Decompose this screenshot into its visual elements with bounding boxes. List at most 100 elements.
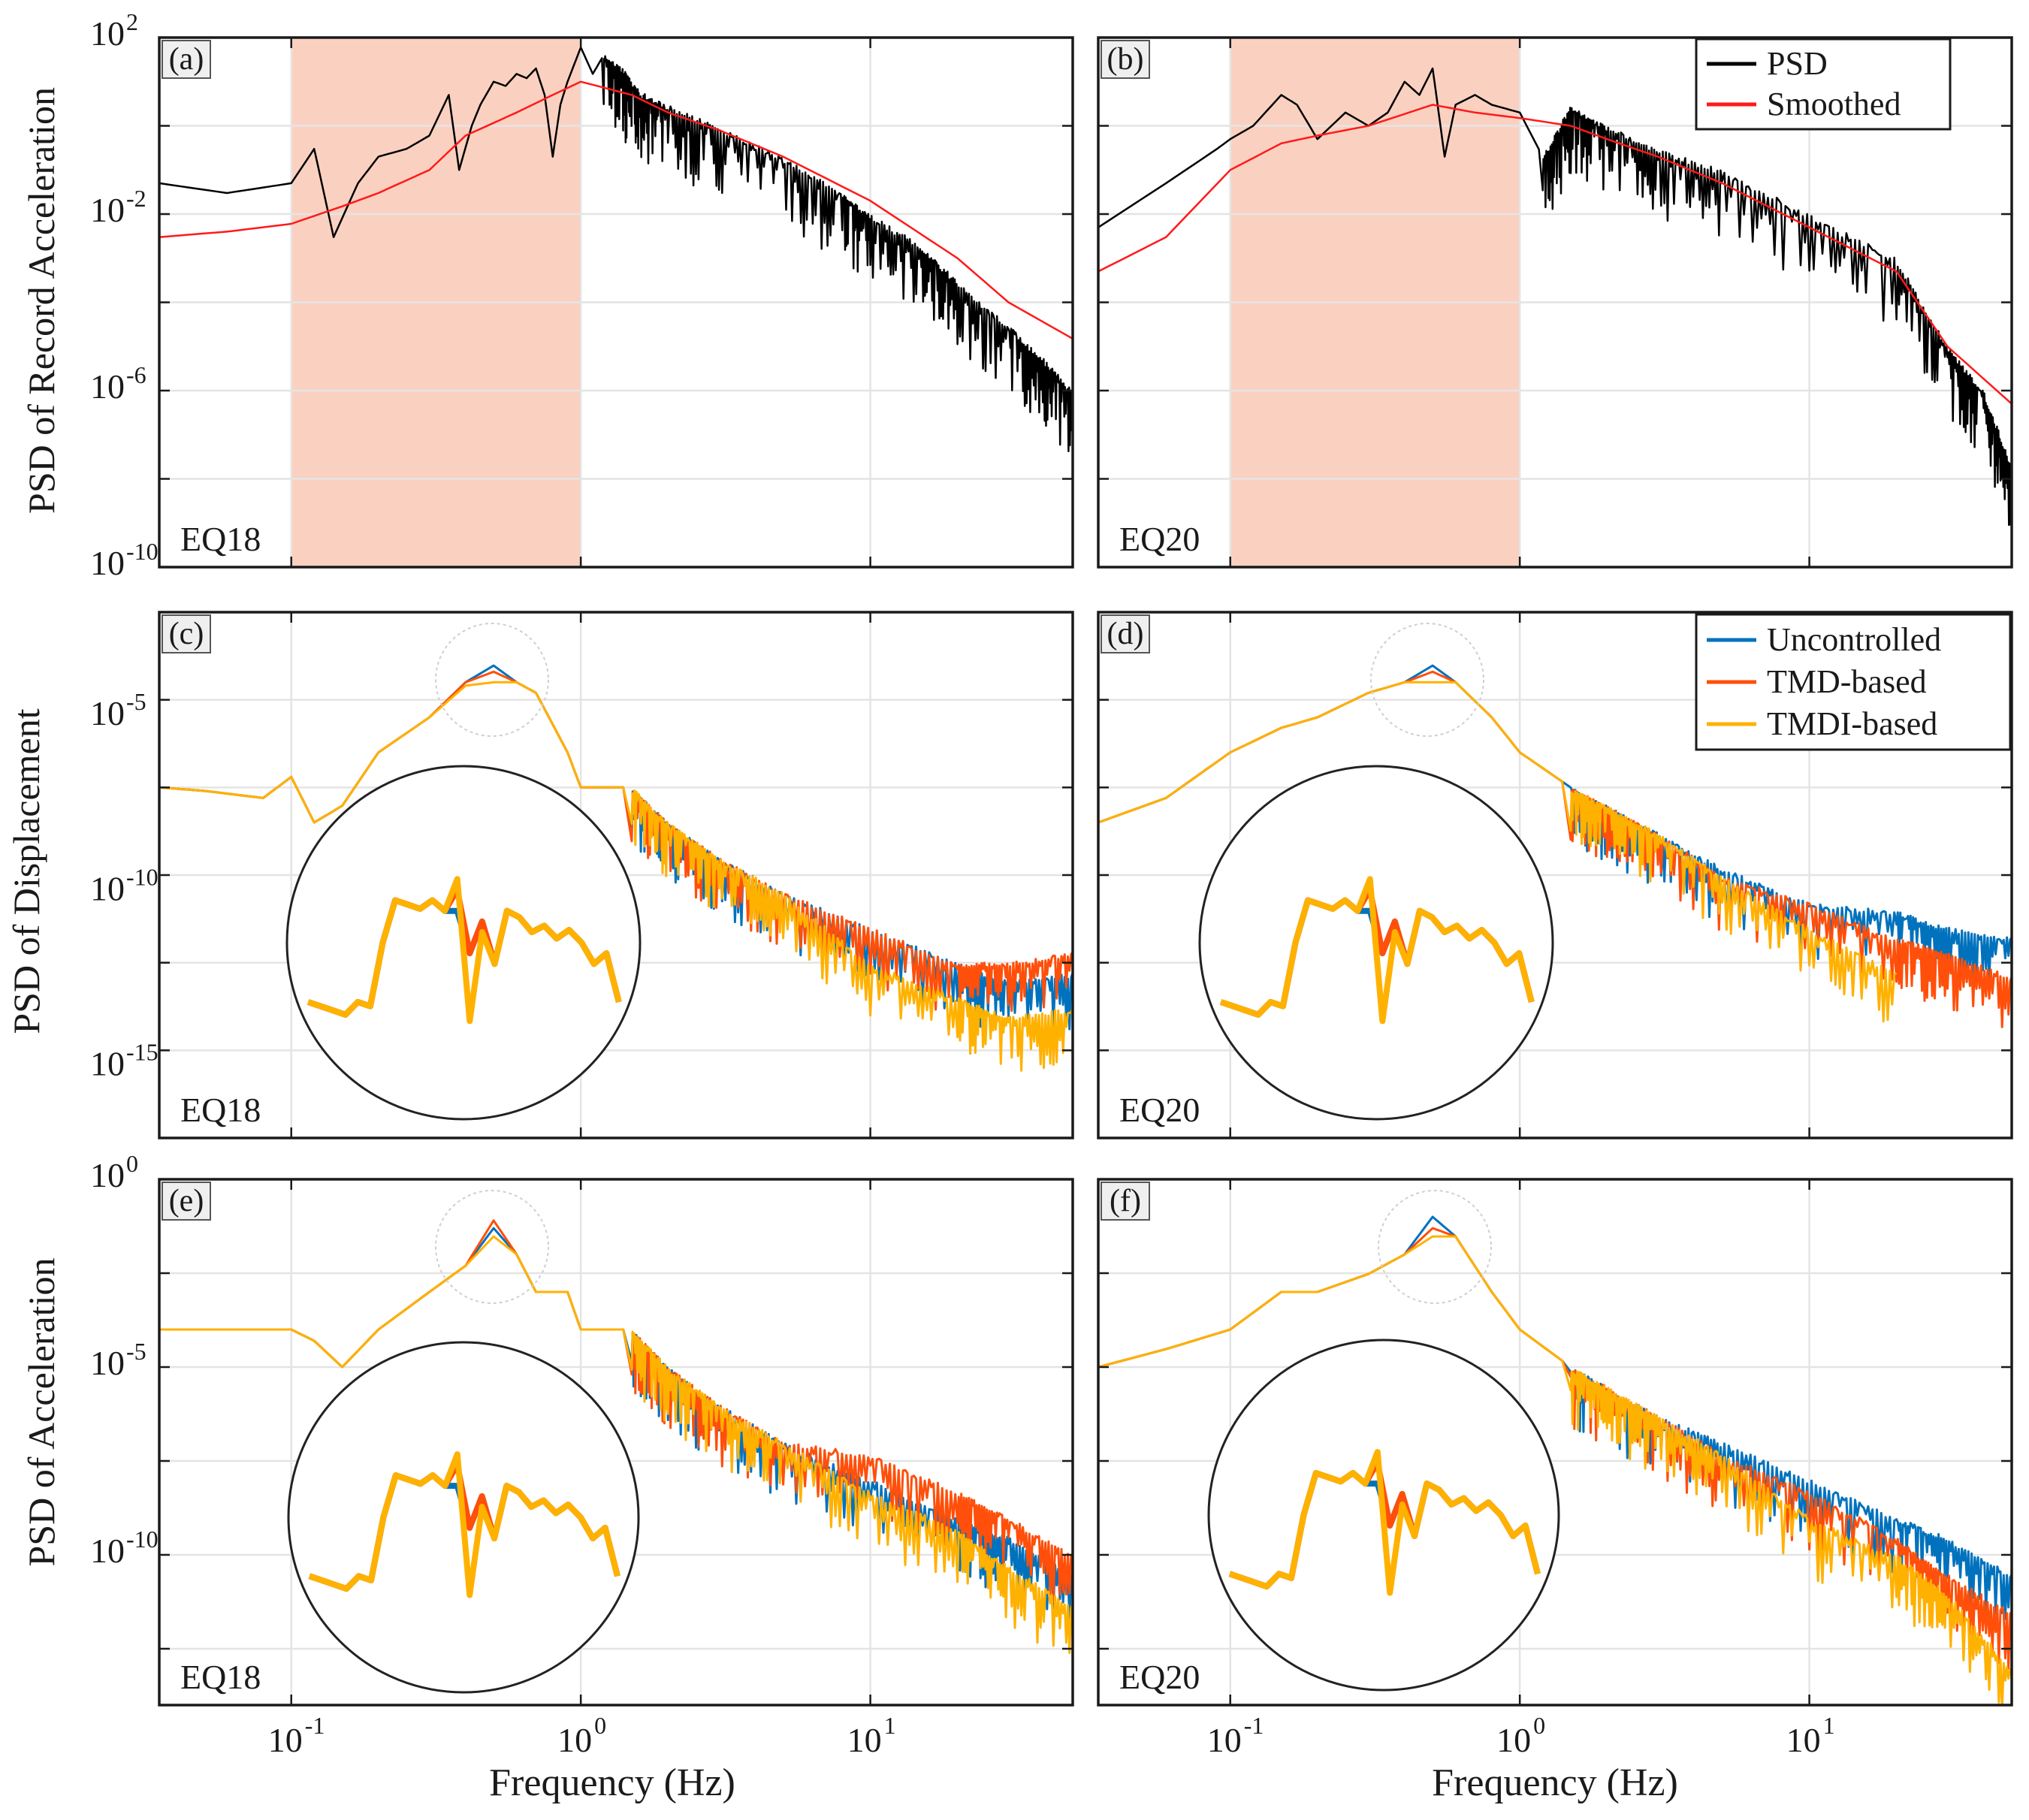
legend-label: Uncontrolled xyxy=(1767,621,1941,658)
zoom-inset-lines xyxy=(308,1451,620,1598)
y-tick-label: 10 xyxy=(90,1045,125,1083)
panel-label-box xyxy=(162,1182,211,1221)
y-tick-exponent: 2 xyxy=(126,8,138,35)
zoom-inset-lines xyxy=(1228,1449,1541,1596)
legend-label: Smoothed xyxy=(1767,86,1901,122)
legend-record: PSD Smoothed xyxy=(1695,38,1952,131)
panel-label-box xyxy=(162,614,211,653)
series-group xyxy=(159,664,1073,1072)
panel-label: (f) xyxy=(1110,1184,1141,1218)
x-tick-label: 10 xyxy=(1496,1721,1531,1759)
y-tick-label: 10 xyxy=(90,1532,125,1570)
y-tick-label: 10 xyxy=(90,367,125,406)
legend-label: TMDI-based xyxy=(1767,705,1937,742)
panel-d: (d) EQ20 xyxy=(1097,611,2013,1139)
legend-box xyxy=(1695,38,1952,131)
panel-label: (a) xyxy=(169,42,204,77)
series-line-tmdi-based xyxy=(159,1235,1073,1654)
zoom-source-circle xyxy=(1378,1190,1492,1304)
y-tick-exponent: 0 xyxy=(126,1150,138,1177)
series-group xyxy=(1098,1215,2012,1705)
x-tick-label: 10 xyxy=(847,1721,882,1759)
y-tick-label: 10 xyxy=(90,694,125,732)
y-tick-exponent: -2 xyxy=(126,185,146,212)
panel-label: (e) xyxy=(169,1184,204,1218)
y-tick-exponent: -10 xyxy=(126,863,159,890)
series-group xyxy=(1098,664,2012,1028)
panel-label-box xyxy=(1101,614,1150,653)
zoom-line-tmdi-based xyxy=(306,876,622,1025)
event-label: EQ20 xyxy=(1119,1658,1200,1696)
series-group xyxy=(159,46,1073,453)
x-tick-label: 10 xyxy=(557,1721,592,1759)
y-tick-label: 10 xyxy=(90,544,125,582)
zoom-source-circle xyxy=(435,1190,549,1304)
y-tick-exponent: -10 xyxy=(126,1526,159,1553)
x-tick-exponent: -1 xyxy=(1244,1712,1264,1739)
event-label: EQ20 xyxy=(1119,1091,1200,1129)
x-tick-exponent: 0 xyxy=(1533,1712,1545,1739)
panel-label: (c) xyxy=(169,617,204,651)
x-tick-exponent: 1 xyxy=(884,1712,896,1739)
xlabel-right: Frequency (Hz) xyxy=(1432,1761,1678,1804)
panel-label: (b) xyxy=(1107,42,1144,77)
y-tick-label: 10 xyxy=(90,1156,125,1194)
zoom-line-tmdi-based xyxy=(308,1451,620,1598)
axes-frame xyxy=(1097,1178,2013,1707)
panel-label-box xyxy=(1101,40,1150,79)
y-tick-label: 10 xyxy=(90,1344,125,1382)
y-tick-label: 10 xyxy=(90,869,125,907)
event-label: EQ20 xyxy=(1119,520,1200,558)
y-tick-exponent: -10 xyxy=(126,538,159,565)
x-tick-label: 10 xyxy=(268,1721,303,1759)
series-line-tmdi-based xyxy=(1098,1235,2012,1705)
y-tick-label: 10 xyxy=(90,191,125,229)
series-group xyxy=(1098,67,2012,527)
zoom-source-circle xyxy=(435,623,549,737)
panel-f: 10 -1 10 0 10 1(f)EQ20 xyxy=(1097,1178,2013,1759)
legend-label: PSD xyxy=(1767,45,1828,82)
zoom-inset-lines xyxy=(306,876,622,1025)
x-tick-exponent: 0 xyxy=(594,1712,606,1739)
ylabel-displacement: PSD of Displacement xyxy=(5,708,47,1034)
y-tick-exponent: -15 xyxy=(126,1039,159,1066)
panel-label-box xyxy=(1101,1182,1150,1221)
x-tick-exponent: -1 xyxy=(305,1712,325,1739)
series-line-psd xyxy=(1098,67,2012,527)
ylabel-acceleration: PSD of Acceleration xyxy=(20,1257,62,1566)
zoom-inset-lines xyxy=(1219,876,1535,1025)
event-label: EQ18 xyxy=(180,1658,261,1696)
event-label: EQ18 xyxy=(180,1091,261,1129)
zoom-line-tmdi-based xyxy=(1228,1449,1541,1596)
panel-label: (d) xyxy=(1107,617,1144,651)
axes-frame xyxy=(158,1178,1074,1707)
y-tick-exponent: -6 xyxy=(126,361,146,388)
grid xyxy=(1098,38,2012,567)
event-label: EQ18 xyxy=(180,520,261,558)
series-line-smoothed xyxy=(1098,104,2012,405)
zoom-line-tmdi-based xyxy=(1219,876,1535,1025)
xlabel-left: Frequency (Hz) xyxy=(489,1761,735,1804)
grid xyxy=(159,38,1073,567)
x-tick-label: 10 xyxy=(1207,1721,1242,1759)
series-line-psd xyxy=(159,46,1073,453)
y-tick-exponent: -5 xyxy=(126,688,146,715)
panel-b: (b) EQ20 xyxy=(1097,36,2013,569)
legend-label: TMD-based xyxy=(1767,663,1927,700)
ylabel-record-acceleration: PSD of Record Acceleration xyxy=(20,87,62,514)
zoom-source-circle xyxy=(1370,623,1484,737)
x-tick-label: 10 xyxy=(1786,1721,1821,1759)
legend-response: Uncontrolled TMD-based TMDI-based xyxy=(1695,613,2012,751)
panel-label-box xyxy=(162,40,211,79)
series-line-tmdi-based xyxy=(159,681,1073,1072)
x-tick-exponent: 1 xyxy=(1823,1712,1835,1739)
y-tick-exponent: -5 xyxy=(126,1338,146,1365)
series-line-smoothed xyxy=(159,80,1073,340)
y-tick-label: 10 xyxy=(90,14,125,53)
series-line-tmdi-based xyxy=(1098,681,1898,1023)
series-group xyxy=(159,1219,1073,1654)
